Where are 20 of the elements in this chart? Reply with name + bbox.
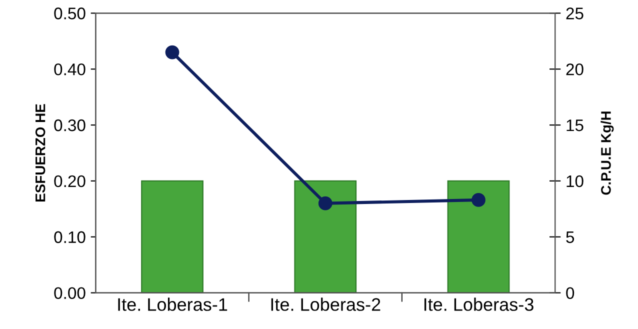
y-axis-title: ESFUERZO HE: [35, 104, 46, 202]
y2-tick-label: 10: [566, 175, 584, 188]
y-tick-label: 0.30: [54, 119, 86, 132]
point: [472, 193, 486, 207]
x-tick-label: Ite. Loberas-2: [271, 298, 380, 311]
y2-tick-label: 20: [566, 63, 584, 76]
x-tick-label: Ite. Loberas-1: [118, 298, 228, 311]
y2-tick-label: 15: [566, 120, 584, 132]
y-tick-label: 0.50: [54, 8, 86, 20]
y-tick-label: 0.40: [54, 63, 86, 76]
y2-axis-title: C.P.U.E Kg/H: [600, 112, 614, 195]
y-tick-label: 0.10: [54, 231, 86, 244]
y2-tick-label: 25: [566, 8, 584, 20]
point: [165, 45, 180, 60]
y-tick-label: 0.00: [54, 287, 86, 300]
x-tick-label: Ite. Loberas-3: [424, 298, 534, 311]
y-tick-label: 0.20: [54, 175, 86, 188]
y2-tick-label: 5: [566, 231, 574, 244]
point: [318, 196, 332, 210]
y2-tick-label: 0: [566, 287, 574, 300]
